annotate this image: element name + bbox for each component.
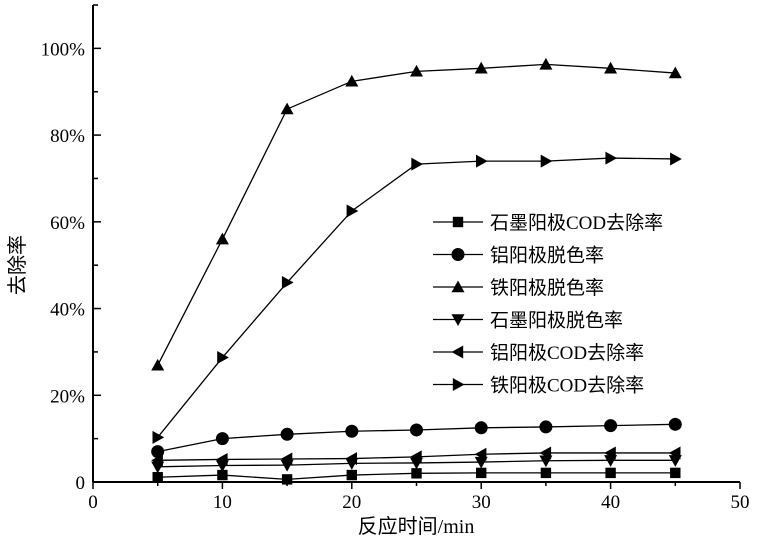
legend-label: 石墨阳极COD去除率 bbox=[490, 212, 663, 234]
square-marker bbox=[217, 469, 228, 481]
triangle-right-marker bbox=[605, 151, 618, 165]
x-tick-label: 0 bbox=[88, 492, 98, 513]
square-marker bbox=[476, 467, 487, 479]
triangle-right-marker bbox=[217, 351, 229, 365]
y-tick-label: 20% bbox=[50, 386, 85, 407]
legend-item: 铁阳极COD去除率 bbox=[433, 375, 644, 397]
triangle-left-marker bbox=[151, 453, 163, 467]
square-marker bbox=[281, 474, 293, 485]
axes: 0 10 20 30 40 50 0 20% 40% 60% 80% 100% bbox=[41, 4, 750, 513]
circle-marker bbox=[151, 445, 165, 459]
square-marker bbox=[540, 467, 552, 479]
y-tick-label: 60% bbox=[50, 213, 85, 234]
series-1 bbox=[152, 467, 681, 485]
triangle-up-marker bbox=[604, 61, 618, 74]
triangle-right-marker bbox=[281, 276, 294, 290]
x-tick-label: 10 bbox=[213, 492, 232, 513]
legend-item: 石墨阳极脱色率 bbox=[433, 310, 623, 332]
triangle-right-marker bbox=[476, 154, 488, 168]
series-2 bbox=[151, 417, 682, 459]
triangle-down-marker bbox=[539, 455, 553, 468]
series-group bbox=[151, 57, 682, 485]
triangle-up-marker bbox=[474, 61, 488, 74]
legend: 石墨阳极COD去除率铝阳极脱色率铁阳极脱色率石墨阳极脱色率铝阳极COD去除率铁阳… bbox=[433, 212, 663, 397]
y-axis-label: 去除率 bbox=[6, 235, 29, 295]
triangle-left-marker bbox=[345, 452, 357, 466]
triangle-up-marker bbox=[539, 57, 553, 70]
triangle-up-marker bbox=[410, 64, 423, 77]
legend-item: 铝阳极脱色率 bbox=[433, 245, 604, 267]
y-tick-label: 0 bbox=[76, 473, 86, 494]
triangle-right-marker bbox=[152, 430, 165, 444]
triangle-left-marker bbox=[604, 446, 616, 460]
triangle-down-marker bbox=[451, 314, 465, 326]
x-tick-label: 50 bbox=[731, 492, 750, 513]
square-marker bbox=[605, 467, 616, 479]
y-tick-label: 80% bbox=[50, 126, 85, 147]
series-5 bbox=[151, 446, 681, 467]
triangle-up-marker bbox=[668, 66, 682, 79]
triangle-up-marker bbox=[151, 358, 165, 371]
triangle-left-marker bbox=[539, 446, 552, 460]
series-3 bbox=[151, 57, 682, 371]
legend-item: 石墨阳极COD去除率 bbox=[433, 212, 663, 234]
legend-label: 铁阳极COD去除率 bbox=[490, 375, 644, 397]
triangle-left-marker bbox=[280, 452, 293, 466]
series-6 bbox=[152, 151, 682, 444]
triangle-up-marker bbox=[345, 74, 359, 87]
square-marker bbox=[346, 469, 357, 481]
circle-marker bbox=[604, 419, 618, 433]
y-tick-label: 40% bbox=[50, 300, 85, 321]
square-marker bbox=[411, 468, 422, 479]
square-marker bbox=[452, 216, 464, 228]
circle-marker bbox=[451, 248, 465, 261]
triangle-left-marker bbox=[474, 447, 487, 461]
triangle-up-marker bbox=[451, 280, 465, 293]
legend-label: 铁阳极脱色率 bbox=[490, 277, 604, 299]
x-axis-label: 反应时间/min bbox=[358, 515, 475, 538]
circle-marker bbox=[410, 423, 423, 437]
circle-marker bbox=[474, 421, 488, 435]
triangle-up-marker bbox=[215, 232, 229, 245]
triangle-right-marker bbox=[540, 154, 553, 168]
circle-marker bbox=[668, 417, 682, 431]
legend-item: 铁阳极脱色率 bbox=[433, 277, 604, 299]
triangle-down-marker bbox=[474, 456, 488, 469]
legend-label: 石墨阳极脱色率 bbox=[490, 310, 623, 332]
triangle-left-marker bbox=[410, 450, 422, 464]
circle-marker bbox=[539, 420, 553, 434]
circle-marker bbox=[280, 427, 294, 441]
legend-item: 铝阳极COD去除率 bbox=[433, 342, 644, 364]
triangle-left-marker bbox=[215, 452, 228, 466]
square-marker bbox=[670, 467, 681, 479]
x-tick-label: 30 bbox=[472, 492, 491, 513]
triangle-up-marker bbox=[280, 102, 294, 115]
triangle-right-marker bbox=[670, 152, 682, 166]
triangle-right-marker bbox=[452, 378, 465, 391]
square-marker bbox=[152, 472, 163, 483]
circle-marker bbox=[345, 424, 359, 438]
y-tick-label: 100% bbox=[41, 39, 86, 60]
x-tick-label: 20 bbox=[342, 492, 361, 513]
triangle-left-marker bbox=[668, 446, 681, 460]
triangle-right-marker bbox=[346, 204, 359, 218]
legend-label: 铝阳极COD去除率 bbox=[490, 342, 644, 364]
triangle-right-marker bbox=[411, 157, 423, 171]
circle-marker bbox=[215, 432, 229, 446]
legend-label: 铝阳极脱色率 bbox=[490, 245, 604, 267]
triangle-left-marker bbox=[451, 345, 464, 359]
x-tick-label: 40 bbox=[601, 492, 620, 513]
